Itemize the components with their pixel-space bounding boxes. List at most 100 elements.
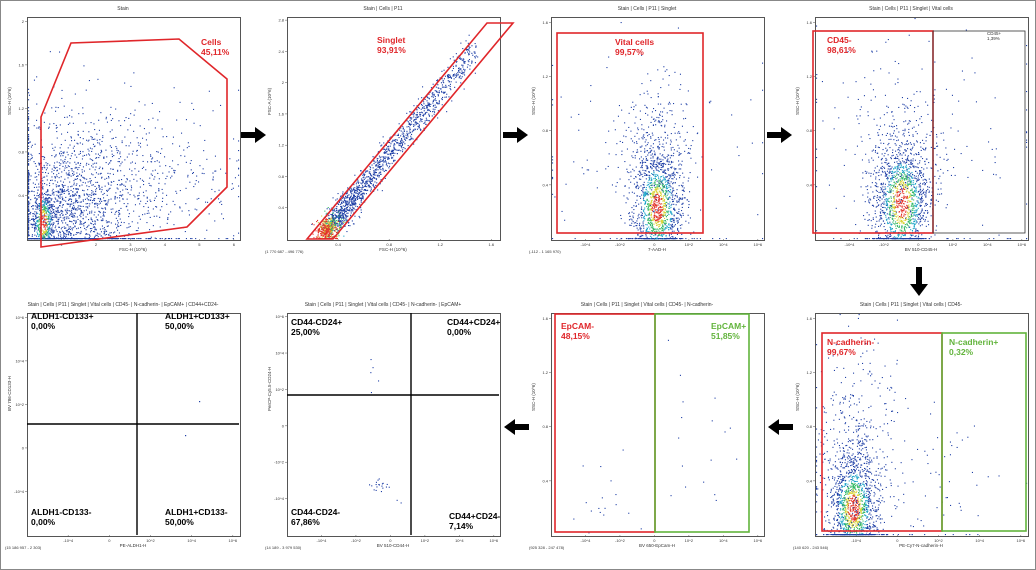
event-dot (357, 188, 359, 190)
event-dot (448, 80, 450, 82)
event-dot (661, 220, 663, 222)
event-dot (215, 170, 217, 172)
event-dot (437, 79, 439, 81)
event-dot (446, 74, 448, 76)
event-dot (164, 238, 166, 240)
event-dot (350, 189, 352, 191)
event-dot (159, 226, 161, 228)
event-dot (334, 229, 336, 231)
event-dot (95, 181, 97, 183)
event-dot (376, 174, 378, 176)
event-dot (66, 167, 68, 169)
event-dot (77, 162, 79, 164)
event-dot (52, 188, 54, 190)
event-dot (32, 219, 34, 221)
event-dot (391, 151, 393, 153)
event-dot (363, 189, 365, 191)
event-dot (95, 216, 97, 218)
event-dot (413, 114, 415, 116)
event-dot (346, 203, 348, 205)
event-dot (28, 217, 30, 219)
event-dot (409, 119, 411, 121)
event-dot (330, 232, 332, 234)
event-dot (681, 206, 683, 208)
event-dot (59, 214, 61, 216)
event-dot (95, 166, 97, 168)
event-dot (382, 159, 384, 161)
event-dot (44, 232, 46, 234)
event-dot (82, 151, 84, 153)
event-dot (43, 238, 45, 240)
event-dot (370, 180, 372, 182)
event-dot (93, 194, 95, 196)
event-dot (328, 229, 330, 231)
event-dot (331, 228, 333, 230)
event-dot (119, 165, 121, 167)
event-dot (658, 183, 660, 185)
y-tick-label: 0.4 (18, 193, 24, 198)
event-dot (47, 208, 49, 210)
event-dot (150, 154, 152, 156)
event-dot (461, 64, 463, 66)
event-dot (44, 193, 46, 195)
event-dot (379, 142, 381, 144)
event-dot (66, 218, 68, 220)
event-dot (410, 132, 412, 134)
event-dot (102, 236, 104, 238)
event-dot (89, 238, 91, 240)
event-dot (72, 195, 74, 197)
event-dot (650, 222, 652, 224)
event-dot (173, 171, 175, 173)
event-dot (46, 224, 48, 226)
event-dot (44, 227, 46, 229)
event-dot (469, 68, 471, 70)
event-dot (91, 210, 93, 212)
scatter-svg: 1 2 3 4 5 60.40.81.21.62 (18, 19, 240, 248)
event-dot (41, 224, 43, 226)
event-dot (360, 197, 362, 199)
event-dot (430, 103, 432, 105)
event-dot (57, 212, 59, 214)
event-dot (46, 179, 48, 181)
event-dot (330, 225, 332, 227)
event-dot (94, 145, 96, 147)
event-dot (60, 155, 62, 157)
event-dot (637, 151, 639, 153)
event-dot (113, 180, 115, 182)
event-dot (174, 204, 176, 206)
event-dot (339, 223, 341, 225)
event-dot (426, 105, 428, 107)
event-dot (354, 201, 356, 203)
event-dot (106, 156, 108, 158)
event-dot (28, 184, 30, 186)
event-dot (374, 181, 376, 183)
event-dot (43, 121, 45, 123)
event-dot (464, 69, 466, 71)
event-dot (632, 215, 634, 217)
event-dot (656, 187, 658, 189)
event-dot (80, 216, 82, 218)
event-dot (335, 220, 337, 222)
event-dot (355, 183, 357, 185)
event-dot (466, 66, 468, 68)
event-dot (342, 209, 344, 211)
event-dot (471, 60, 473, 62)
event-dot (382, 168, 384, 170)
event-dot (110, 184, 112, 186)
event-dot (101, 220, 103, 222)
event-dot (353, 199, 355, 201)
event-dot (437, 103, 439, 105)
event-dot (45, 201, 47, 203)
event-dot (420, 108, 422, 110)
event-dot (49, 200, 51, 202)
event-dot (366, 182, 368, 184)
event-dot (336, 216, 338, 218)
event-dot (49, 228, 51, 230)
event-dot (70, 220, 72, 222)
event-dot (120, 238, 122, 240)
event-dot (123, 222, 125, 224)
event-dot (38, 162, 40, 164)
event-dot (344, 215, 346, 217)
event-dot (70, 238, 72, 240)
event-dot (425, 112, 427, 114)
